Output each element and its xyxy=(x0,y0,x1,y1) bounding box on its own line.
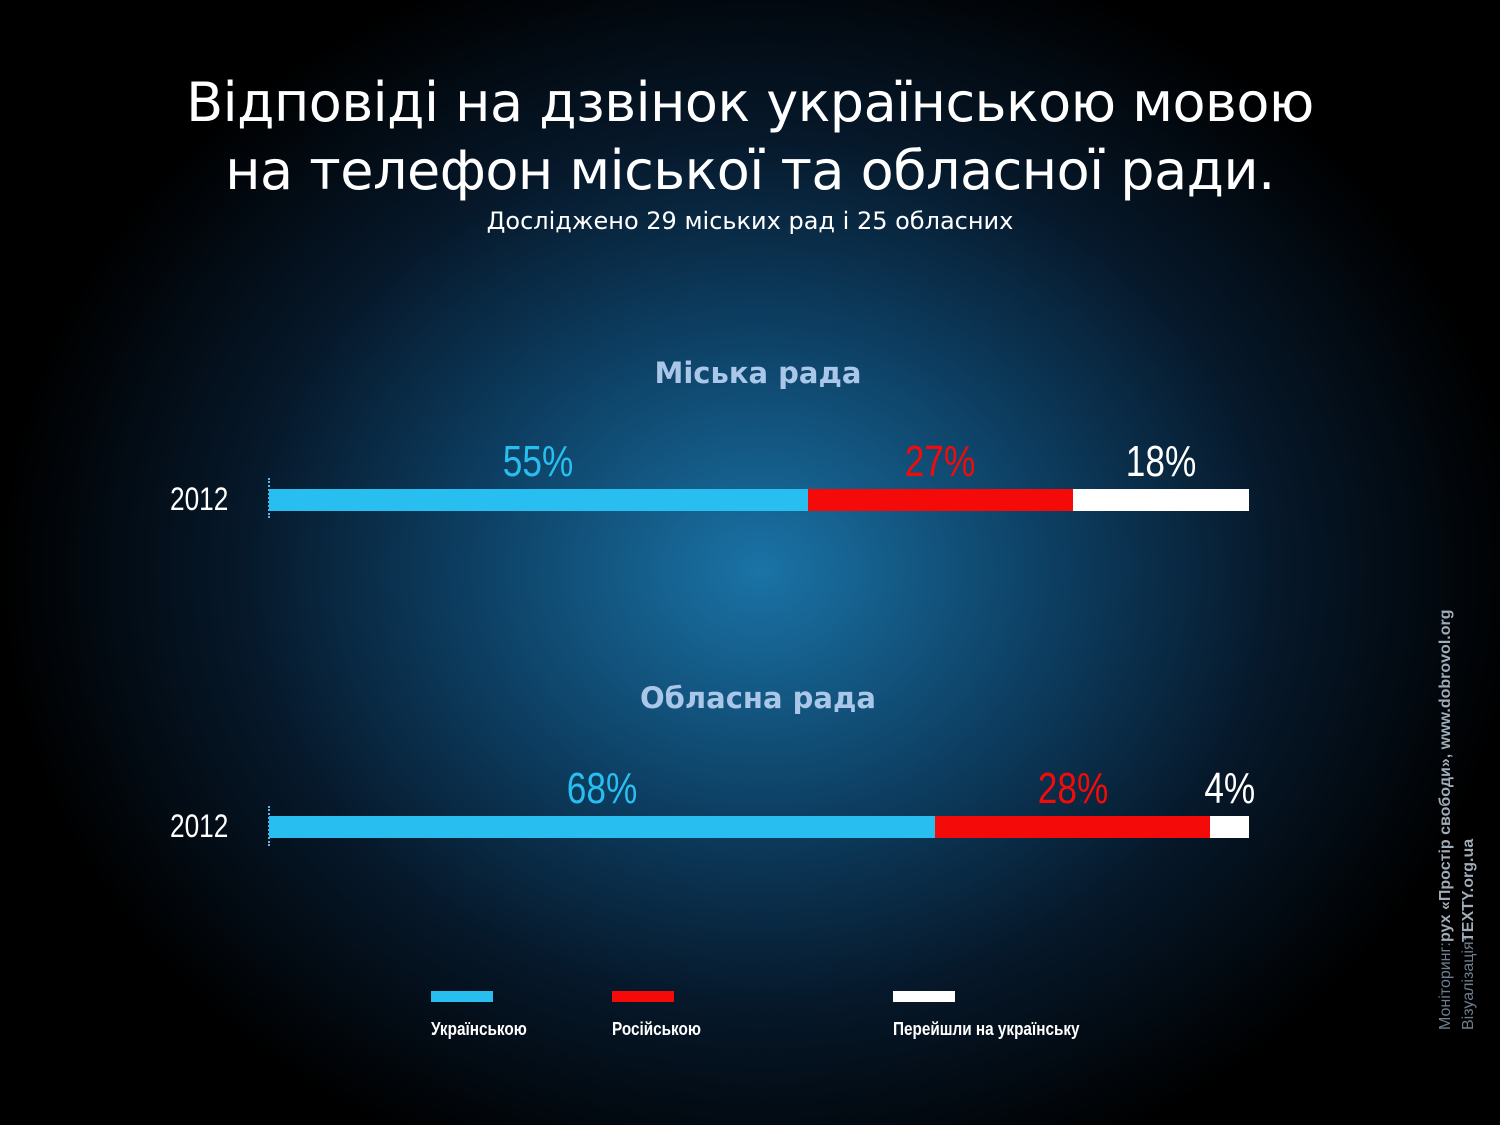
data-label-ukrainian: 68% xyxy=(566,764,638,813)
credits-monitoring-label: Моніторинг: xyxy=(1437,942,1454,1030)
credits-block: Моніторинг:рух «Простір свободи», www.do… xyxy=(1434,570,1480,1031)
bar-segment-switched xyxy=(1072,489,1249,511)
year-label-regional: 2012 xyxy=(170,808,229,844)
legend-label-ukrainian: Українською xyxy=(431,1019,527,1039)
year-label-city: 2012 xyxy=(170,481,229,517)
data-label-russian: 28% xyxy=(1037,764,1108,813)
credits-monitoring-value: рух «Простір свободи», www.dobrovol.org xyxy=(1437,609,1454,943)
credits-visualization-label: Візуалізація: xyxy=(1460,936,1477,1030)
credits-visualization-value: TEXTY.org.ua xyxy=(1460,838,1477,942)
data-label-switched: 18% xyxy=(1125,437,1197,486)
bar-segment-switched xyxy=(1209,816,1249,838)
panel-title-regional-council: Обласна рада xyxy=(640,681,876,715)
bar-segment-ukrainian xyxy=(269,489,808,511)
bar-segment-russian xyxy=(935,816,1210,838)
legend-swatch-switched xyxy=(893,991,955,1002)
legend-swatch-russian xyxy=(612,991,674,1002)
chart-title-line-1: Відповіді на дзвінок українською мовою xyxy=(186,71,1314,134)
chart-title-line-2: на телефон міської та обласної ради. xyxy=(225,139,1275,202)
legend-swatch-ukrainian xyxy=(431,991,493,1002)
data-label-switched: 4% xyxy=(1203,764,1255,813)
legend-label-russian: Російською xyxy=(612,1019,701,1039)
data-label-russian: 27% xyxy=(905,437,976,486)
legend-label-switched: Перейшли на українську xyxy=(893,1019,1080,1039)
chart-subtitle: Досліджено 29 міських рад і 25 обласних xyxy=(486,207,1014,235)
data-label-ukrainian: 55% xyxy=(503,437,574,486)
bar-segment-ukrainian xyxy=(269,816,936,838)
bar-segment-russian xyxy=(808,489,1073,511)
panel-title-city-council: Міська рада xyxy=(654,356,862,390)
